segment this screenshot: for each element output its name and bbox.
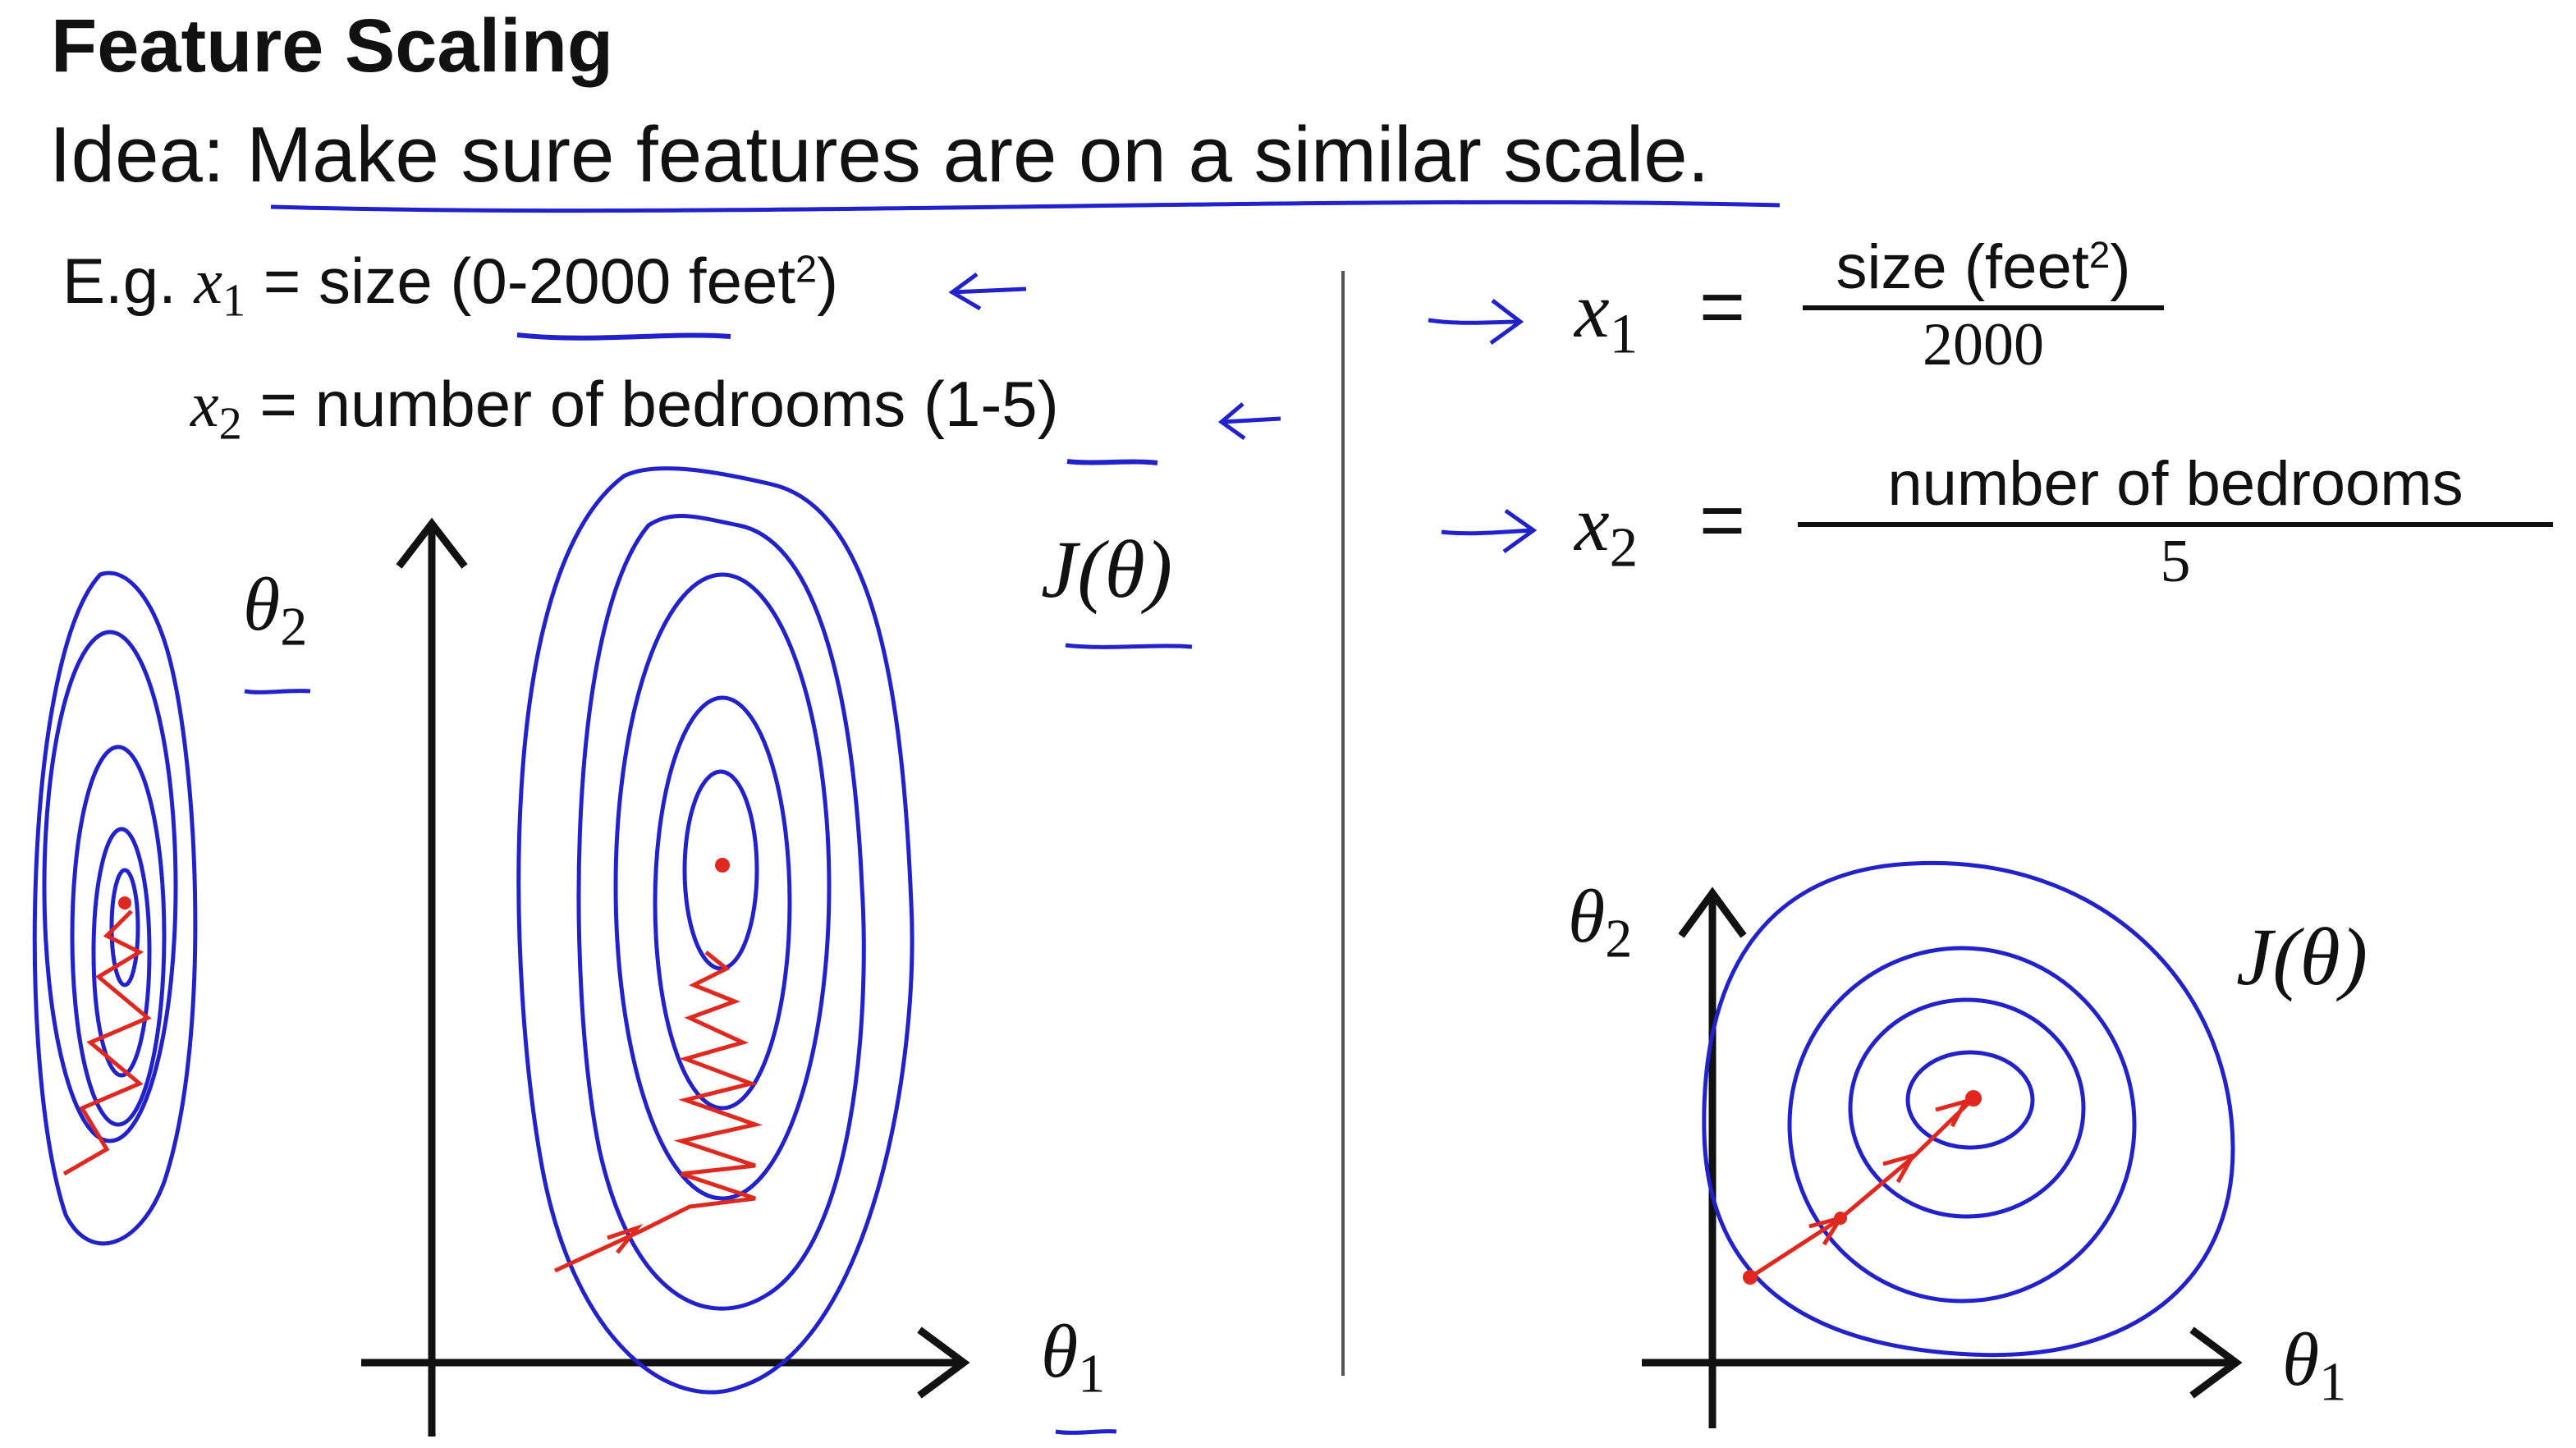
circular-minimum-dot xyxy=(1965,1090,1982,1107)
circular-descent-path xyxy=(1749,1097,1975,1280)
range-underline-2000 xyxy=(516,332,731,341)
left-x-theta: θ xyxy=(1041,1309,1079,1393)
right-axes xyxy=(1642,887,2243,1428)
left-axes xyxy=(361,517,970,1437)
formula-1-fraction: size (feet2) 2000 xyxy=(1803,233,2164,378)
x1-unit: feet xyxy=(671,245,796,317)
f1-numerator: size (feet2) xyxy=(1803,233,2164,302)
x1-range: 0-2000 xyxy=(471,245,672,317)
theta2-underline xyxy=(244,689,311,694)
j-underline xyxy=(1065,643,1193,649)
x2-var: x xyxy=(190,369,219,440)
f1-denominator: 2000 xyxy=(1923,310,2044,378)
eg-prefix: E.g. xyxy=(62,245,195,317)
idea-underline xyxy=(270,199,1781,213)
large-minimum-dot xyxy=(715,858,730,873)
f1-num-post: ) xyxy=(2110,232,2131,302)
idea-line: Idea: Make sure features are on a simila… xyxy=(49,110,1709,200)
left-cost-label: J(θ) xyxy=(1041,524,1173,615)
idea-prefix: Idea: xyxy=(49,111,247,199)
f1-num-pre: size (feet xyxy=(1836,232,2089,302)
x2-desc-pre: = number of bedrooms ( xyxy=(241,368,945,440)
f1-var: x xyxy=(1574,266,1610,354)
formula-2-fraction: number of bedrooms 5 xyxy=(1798,450,2553,595)
f2-fraction-bar xyxy=(1798,522,2553,527)
right-x-sub: 1 xyxy=(2319,1352,2347,1413)
left-x-axis-label: θ1 xyxy=(1041,1313,1105,1402)
small-contours xyxy=(32,570,198,1246)
example-x2: x2 = number of bedrooms (1-5) xyxy=(190,368,1059,451)
f1-sub: 1 xyxy=(1609,301,1639,365)
f2-var: x xyxy=(1574,479,1610,567)
f2-numerator: number of bedrooms xyxy=(1887,449,2464,519)
page-title: Feature Scaling xyxy=(51,4,614,88)
arrow-f2-icon xyxy=(1441,508,1538,554)
right-x-axis-label: θ1 xyxy=(2282,1322,2346,1410)
x1-sub: 1 xyxy=(222,275,246,327)
circular-contours xyxy=(1702,860,2235,1358)
left-y-theta: θ xyxy=(243,562,281,646)
example-x1: E.g. x1 = size (0-2000 feet2) xyxy=(62,245,838,328)
right-y-sub: 2 xyxy=(1605,909,1633,969)
arrow-x1-icon xyxy=(948,272,1027,311)
formula-2-lhs: x2 xyxy=(1574,484,1638,575)
x2-sub: 2 xyxy=(218,398,242,450)
left-y-axis-label: θ2 xyxy=(243,566,307,655)
x2-desc-post: ) xyxy=(1037,368,1059,440)
arrow-f1-icon xyxy=(1428,299,1524,346)
formula-2-eq: = xyxy=(1699,476,1746,564)
right-x-theta: θ xyxy=(2282,1317,2320,1401)
x1-desc-post: ) xyxy=(817,245,839,317)
small-descent-path xyxy=(62,910,152,1176)
f1-num-sup: 2 xyxy=(2088,233,2111,276)
theta1-underline xyxy=(1055,1429,1117,1435)
right-y-axis-label: θ2 xyxy=(1568,878,1632,967)
large-descent-path xyxy=(553,951,763,1273)
left-x-sub: 1 xyxy=(1078,1344,1106,1404)
right-cost-label: J(θ) xyxy=(2236,911,2368,1002)
formula-1-eq: = xyxy=(1699,263,1746,351)
right-y-theta: θ xyxy=(1568,874,1606,958)
circular-mid-dot xyxy=(1834,1212,1847,1225)
x1-desc-pre: = size ( xyxy=(245,245,472,317)
range-underline-1-5 xyxy=(1066,459,1158,465)
f2-denominator: 5 xyxy=(2160,527,2191,595)
left-y-sub: 2 xyxy=(280,597,308,658)
x2-range: 1-5 xyxy=(944,368,1038,440)
x1-var: x xyxy=(194,245,223,317)
f1-fraction-bar xyxy=(1803,305,2164,310)
x1-unit-sup: 2 xyxy=(795,247,818,291)
arrow-x2-icon xyxy=(1217,402,1281,441)
large-contours xyxy=(516,466,914,1395)
f2-sub: 2 xyxy=(1609,515,1639,579)
idea-text: Make sure features are on a similar scal… xyxy=(246,111,1710,199)
formula-1-lhs: x1 xyxy=(1574,271,1639,365)
circular-start-dot xyxy=(1743,1270,1758,1285)
small-minimum-dot xyxy=(118,896,131,910)
